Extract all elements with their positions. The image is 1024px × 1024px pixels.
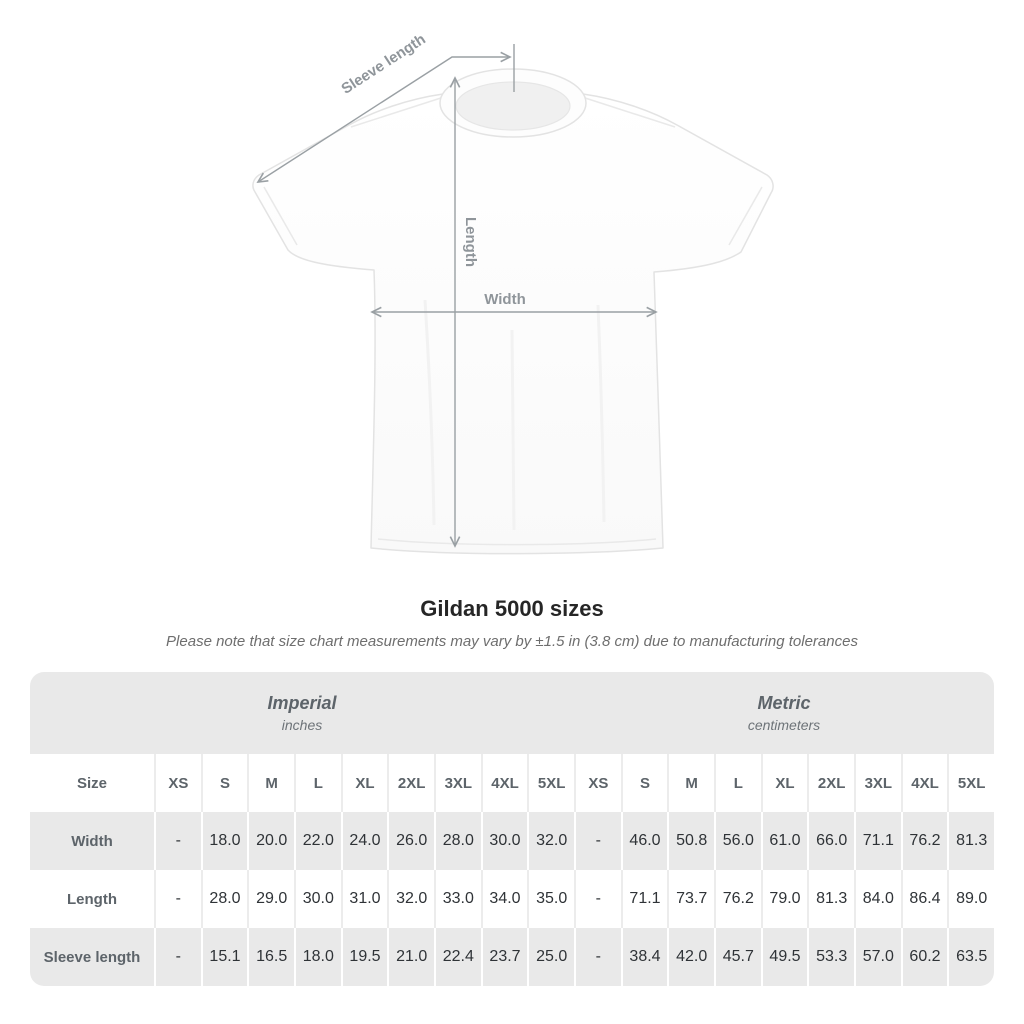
length-imperial-cell: - xyxy=(154,870,201,928)
size-header-cell-metric-4xl: 4XL xyxy=(900,754,948,812)
sleeve-metric-cell: 53.3 xyxy=(807,928,854,986)
right-shoulder-seam xyxy=(578,95,676,128)
sleeve-imperial-cell: 16.5 xyxy=(247,928,294,986)
size-header-cell-imperial-s: S xyxy=(200,754,248,812)
width-imperial-cell: 22.0 xyxy=(294,812,341,870)
length-label: Length xyxy=(462,217,479,267)
sleeve-metric-cell: 38.4 xyxy=(620,928,668,986)
width-metric-cell: 71.1 xyxy=(854,812,901,870)
length-metric-cell: 84.0 xyxy=(854,870,901,928)
width-metric-cell: 61.0 xyxy=(760,812,808,870)
sleeve-length-arrow xyxy=(256,51,512,183)
size-header-cell-imperial-3xl: 3XL xyxy=(434,754,481,812)
size-header-cell-imperial-m: M xyxy=(247,754,294,812)
fabric-folds xyxy=(423,299,606,531)
size-header-cell-metric-5xl: 5XL xyxy=(947,754,994,812)
width-metric-cell: 76.2 xyxy=(900,812,948,870)
imperial-group-title: Imperial xyxy=(267,693,337,713)
width-imperial-cell: 26.0 xyxy=(387,812,434,870)
length-imperial-cell: 35.0 xyxy=(527,870,574,928)
length-imperial-cell: 31.0 xyxy=(340,870,388,928)
width-imperial-cell: 24.0 xyxy=(340,812,388,870)
size-header-cell-metric-s: S xyxy=(620,754,668,812)
sleeve-metric-cell: 63.5 xyxy=(947,928,994,986)
sleeve-imperial-cell: 22.4 xyxy=(434,928,481,986)
length-imperial-cell: 30.0 xyxy=(294,870,341,928)
size-header-cell-imperial-2xl: 2XL xyxy=(387,754,434,812)
width-imperial-cell: - xyxy=(154,812,201,870)
sleeve-metric-cell: 60.2 xyxy=(900,928,948,986)
tshirt-measurement-diagram: Sleeve length Length Width xyxy=(252,31,774,555)
size-header-cell-imperial-xl: XL xyxy=(340,754,388,812)
width-metric-cell: 66.0 xyxy=(807,812,854,870)
length-metric-cell: 81.3 xyxy=(807,870,854,928)
sleeve-imperial-cell: - xyxy=(154,928,201,986)
length-imperial-cell: 29.0 xyxy=(247,870,294,928)
metric-group-unit: centimeters xyxy=(747,717,821,733)
size-header-cell-metric-m: M xyxy=(667,754,714,812)
sleeve-metric-cell: - xyxy=(574,928,621,986)
length-imperial-cell: 33.0 xyxy=(434,870,481,928)
width-metric-cell: 46.0 xyxy=(620,812,668,870)
sleeve-imperial-cell: 23.7 xyxy=(480,928,528,986)
collar-opening xyxy=(455,81,571,131)
sleeve-metric-cell: 42.0 xyxy=(667,928,714,986)
sleeve-imperial-cell: 21.0 xyxy=(387,928,434,986)
size-header-cell-imperial-5xl: 5XL xyxy=(527,754,574,812)
width-imperial-cell: 30.0 xyxy=(480,812,528,870)
length-metric-cell: 73.7 xyxy=(667,870,714,928)
size-header-cell-metric-l: L xyxy=(714,754,761,812)
sleeve-imperial-cell: 18.0 xyxy=(294,928,341,986)
width-imperial-cell: 18.0 xyxy=(200,812,248,870)
length-metric-cell: 71.1 xyxy=(620,870,668,928)
row-label-sleeve-length: Sleeve length xyxy=(30,928,154,986)
row-label-length: Length xyxy=(30,870,154,928)
metric-group-title: Metric xyxy=(757,693,811,713)
length-metric-cell: 76.2 xyxy=(714,870,761,928)
size-header-cell-metric-3xl: 3XL xyxy=(854,754,901,812)
width-imperial-cell: 20.0 xyxy=(247,812,294,870)
size-header-cell-metric-xs: XS xyxy=(574,754,621,812)
size-column-header: Size xyxy=(30,754,154,812)
sleeve-metric-cell: 45.7 xyxy=(714,928,761,986)
measurement-lines xyxy=(256,44,658,548)
length-metric-cell: 89.0 xyxy=(947,870,994,928)
sleeve-metric-cell: 57.0 xyxy=(854,928,901,986)
width-metric-cell: - xyxy=(574,812,621,870)
left-sleeve-hem-seam xyxy=(263,186,298,246)
metric-group-header: Metric centimeters xyxy=(574,672,994,754)
length-imperial-cell: 28.0 xyxy=(200,870,248,928)
size-header-cell-metric-2xl: 2XL xyxy=(807,754,854,812)
sleeve-imperial-cell: 25.0 xyxy=(527,928,574,986)
sleeve-imperial-cell: 15.1 xyxy=(200,928,248,986)
width-label: Width xyxy=(484,291,526,308)
page-title: Gildan 5000 sizes xyxy=(420,596,604,621)
width-metric-cell: 81.3 xyxy=(947,812,994,870)
length-metric-cell: 79.0 xyxy=(760,870,808,928)
tolerance-note: Please note that size chart measurements… xyxy=(166,633,858,650)
width-metric-cell: 56.0 xyxy=(714,812,761,870)
bottom-hem-seam xyxy=(377,538,657,546)
width-imperial-cell: 32.0 xyxy=(527,812,574,870)
row-label-width: Width xyxy=(30,812,154,870)
length-imperial-cell: 34.0 xyxy=(480,870,528,928)
length-imperial-cell: 32.0 xyxy=(387,870,434,928)
imperial-group-unit: inches xyxy=(281,717,323,733)
length-metric-cell: 86.4 xyxy=(900,870,948,928)
tshirt-body xyxy=(252,93,774,555)
right-sleeve-hem-seam xyxy=(728,186,763,246)
imperial-group-header: Imperial inches xyxy=(30,672,574,754)
sleeve-length-label: Sleeve length xyxy=(338,31,428,98)
sleeve-imperial-cell: 19.5 xyxy=(340,928,388,986)
size-header-cell-imperial-l: L xyxy=(294,754,341,812)
size-header-cell-imperial-xs: XS xyxy=(154,754,201,812)
width-imperial-cell: 28.0 xyxy=(434,812,481,870)
sleeve-metric-cell: 49.5 xyxy=(760,928,808,986)
size-chart-table: Imperial inches Metric centimeters Size … xyxy=(30,672,994,986)
width-metric-cell: 50.8 xyxy=(667,812,714,870)
size-header-cell-metric-xl: XL xyxy=(760,754,808,812)
length-metric-cell: - xyxy=(574,870,621,928)
size-header-cell-imperial-4xl: 4XL xyxy=(480,754,528,812)
